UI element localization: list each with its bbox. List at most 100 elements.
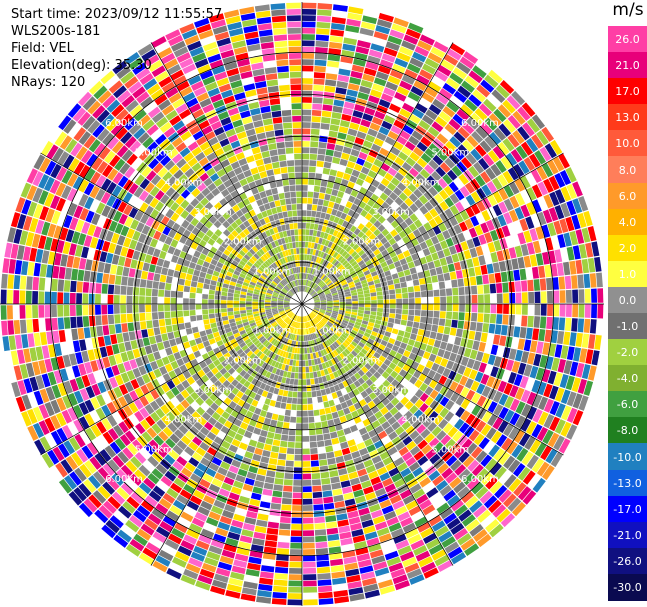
sweep-cell bbox=[196, 136, 207, 146]
sweep-cell bbox=[496, 345, 505, 357]
sweep-cell bbox=[246, 329, 253, 336]
sweep-cell bbox=[27, 261, 35, 276]
sweep-cell bbox=[464, 75, 479, 89]
sweep-cell bbox=[2, 258, 10, 274]
sweep-cell bbox=[322, 267, 328, 274]
sweep-cell bbox=[19, 305, 26, 319]
sweep-cell bbox=[328, 273, 335, 279]
sweep-cell bbox=[215, 249, 223, 257]
sweep-cell bbox=[154, 41, 170, 54]
sweep-cell bbox=[476, 383, 486, 395]
sweep-cell bbox=[87, 100, 101, 115]
sweep-cell bbox=[69, 378, 79, 392]
sweep-cell bbox=[310, 460, 320, 467]
sweep-cell bbox=[390, 370, 399, 379]
sweep-cell bbox=[319, 135, 328, 143]
sweep-cell bbox=[234, 553, 249, 562]
sweep-cell bbox=[529, 365, 539, 379]
sweep-cell bbox=[258, 507, 270, 515]
sweep-cell bbox=[188, 523, 203, 534]
sweep-cell bbox=[46, 264, 54, 278]
sweep-cell bbox=[262, 404, 269, 412]
sweep-cell bbox=[490, 344, 499, 356]
sweep-cell bbox=[365, 370, 373, 379]
sweep-cell bbox=[267, 358, 274, 366]
sweep-cell bbox=[280, 510, 292, 517]
sweep-cell bbox=[227, 334, 235, 341]
sweep-cell bbox=[426, 175, 437, 186]
sweep-cell bbox=[493, 356, 502, 368]
sweep-cell bbox=[228, 155, 238, 164]
sweep-cell bbox=[326, 207, 333, 215]
sweep-cell bbox=[102, 164, 114, 178]
sweep-cell bbox=[300, 316, 302, 323]
sweep-cell bbox=[354, 495, 366, 504]
sweep-cell bbox=[341, 333, 348, 340]
sweep-cell bbox=[296, 191, 302, 198]
sweep-cell bbox=[352, 263, 360, 270]
sweep-cell bbox=[49, 127, 63, 143]
sweep-cell bbox=[315, 364, 320, 372]
sweep-cell bbox=[352, 357, 360, 365]
sweep-cell bbox=[415, 304, 421, 310]
sweep-cell bbox=[115, 127, 128, 140]
sweep-cell bbox=[222, 455, 233, 465]
sweep-cell bbox=[358, 341, 365, 348]
sweep-cell bbox=[191, 345, 199, 353]
sweep-cell bbox=[111, 473, 125, 486]
sweep-cell bbox=[355, 178, 365, 187]
sweep-cell bbox=[368, 470, 379, 480]
sweep-cell bbox=[572, 304, 579, 318]
sweep-cell bbox=[332, 105, 343, 114]
sweep-cell bbox=[457, 144, 470, 156]
sweep-cell bbox=[410, 85, 424, 97]
sweep-cell bbox=[220, 461, 231, 471]
sweep-cell bbox=[339, 326, 346, 331]
sweep-cell bbox=[361, 374, 369, 382]
sweep-cell bbox=[212, 99, 225, 109]
sweep-cell bbox=[66, 341, 75, 354]
sweep-cell bbox=[193, 489, 205, 500]
sweep-cell bbox=[59, 135, 73, 150]
sweep-cell bbox=[226, 356, 234, 363]
sweep-cell bbox=[233, 304, 240, 308]
sweep-cell bbox=[285, 403, 292, 410]
sweep-cell bbox=[412, 466, 424, 478]
sweep-cell bbox=[216, 37, 231, 47]
sweep-cell bbox=[347, 580, 363, 590]
sweep-cell bbox=[427, 52, 443, 64]
sweep-cell bbox=[201, 248, 210, 256]
sweep-cell bbox=[512, 110, 526, 125]
sweep-cell bbox=[243, 278, 251, 284]
sweep-cell bbox=[183, 285, 191, 293]
sweep-cell bbox=[124, 257, 132, 268]
sweep-cell bbox=[247, 317, 255, 322]
sweep-cell bbox=[201, 374, 210, 383]
sweep-cell bbox=[498, 393, 509, 406]
sweep-cell bbox=[360, 338, 367, 345]
sweep-cell bbox=[329, 336, 336, 343]
sweep-cell bbox=[337, 255, 344, 262]
sweep-cell bbox=[413, 340, 422, 349]
sweep-cell bbox=[443, 512, 457, 525]
sweep-cell bbox=[364, 307, 371, 311]
sweep-cell bbox=[160, 404, 170, 415]
sweep-cell bbox=[290, 320, 295, 327]
sweep-cell bbox=[337, 132, 347, 140]
sweep-cell bbox=[334, 449, 343, 458]
sweep-cell bbox=[214, 371, 223, 380]
sweep-cell bbox=[360, 323, 368, 329]
sweep-cell bbox=[480, 472, 494, 486]
sweep-cell bbox=[557, 358, 567, 373]
sweep-cell bbox=[184, 446, 195, 457]
sweep-cell bbox=[327, 367, 333, 374]
sweep-cell bbox=[258, 138, 268, 146]
sweep-cell bbox=[386, 215, 395, 224]
sweep-cell bbox=[279, 383, 285, 390]
sweep-cell bbox=[319, 265, 324, 272]
sweep-cell bbox=[431, 170, 442, 182]
sweep-cell bbox=[228, 444, 239, 453]
sweep-cell bbox=[254, 179, 263, 187]
sweep-cell bbox=[187, 40, 202, 52]
sweep-cell bbox=[217, 561, 232, 571]
